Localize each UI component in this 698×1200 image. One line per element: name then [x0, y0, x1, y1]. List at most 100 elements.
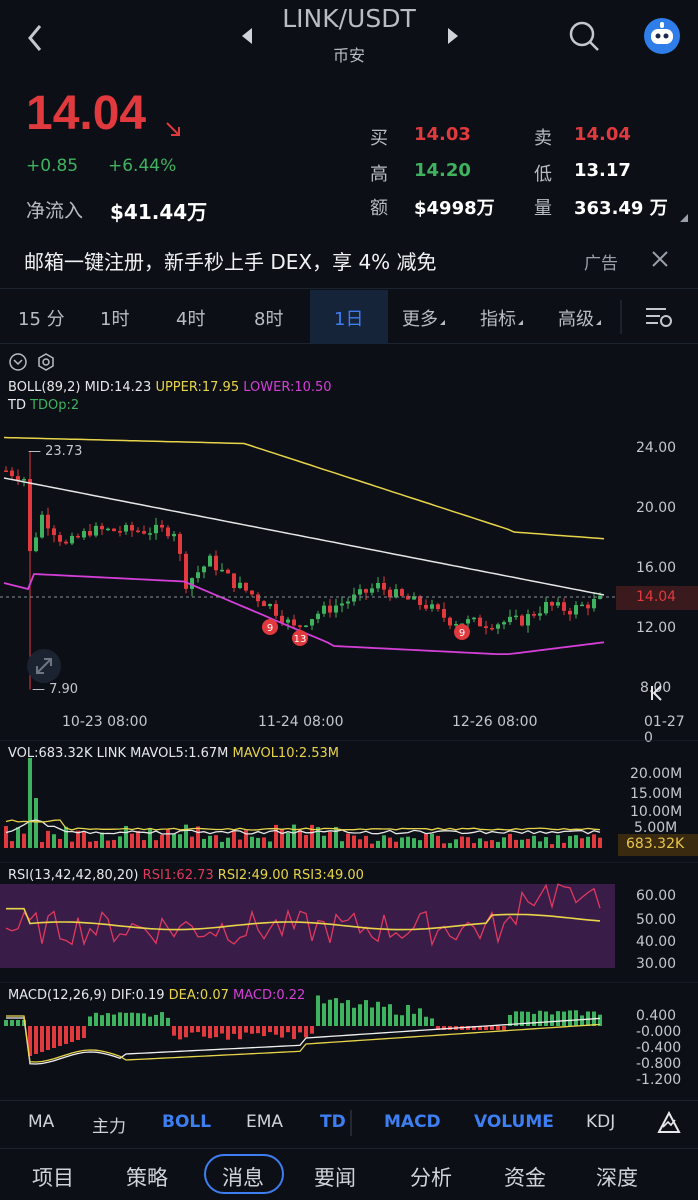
volume-bar [394, 841, 398, 848]
macd-bar [28, 1026, 32, 1056]
nav-news[interactable]: 要闻 [314, 1166, 356, 1190]
volume-bar [88, 841, 92, 848]
back-arrow-icon[interactable] [22, 18, 52, 58]
macd-bar [184, 1026, 188, 1038]
indicator-macd[interactable]: MACD [384, 1112, 441, 1132]
candle [118, 531, 122, 533]
td-mark-label: 9 [459, 628, 465, 639]
rsi-y-tick: 40.00 [636, 934, 677, 950]
macd-bar [466, 1026, 470, 1030]
tab-advanced[interactable]: 高级 [558, 305, 601, 331]
volume-chart[interactable] [0, 740, 698, 860]
volume-bar [280, 829, 284, 848]
search-icon[interactable] [566, 18, 602, 54]
nav-depth[interactable]: 深度 [596, 1166, 638, 1190]
tab-1d[interactable]: 1日 [334, 309, 364, 330]
macd-bar [550, 1014, 554, 1026]
indicator-td[interactable]: TD [320, 1112, 346, 1132]
macd-bar [346, 1000, 350, 1026]
nav-strategy[interactable]: 策略 [126, 1166, 168, 1190]
indicator-ema[interactable]: EMA [246, 1112, 284, 1132]
tab-1h[interactable]: 1时 [100, 309, 130, 330]
volume-bar [166, 828, 170, 848]
nav-messages[interactable]: 消息 [222, 1166, 264, 1190]
ad-text[interactable]: 邮箱一键注册，新手秒上手 DEX，享 4% 减免 [24, 250, 437, 274]
indicator-main-force[interactable]: 主力 [92, 1117, 126, 1137]
macd-bar [328, 999, 332, 1026]
fullscreen-icon[interactable] [26, 648, 62, 684]
volume-bar [58, 838, 62, 848]
prev-pair-icon[interactable] [240, 26, 256, 46]
indicator-volume[interactable]: VOLUME [474, 1112, 554, 1132]
assistant-bot-icon[interactable] [642, 16, 682, 56]
candle [178, 533, 182, 554]
macd-bar [370, 1007, 374, 1026]
candle [268, 604, 272, 607]
volume-bar [526, 838, 530, 848]
tab-15m[interactable]: 15 分 [18, 309, 65, 330]
high-value: 14.20 [414, 160, 471, 181]
volume-bar [178, 834, 182, 848]
netflow-label: 净流入 [26, 200, 84, 222]
candle [106, 528, 110, 531]
pair-title[interactable]: LINK/USDT [282, 4, 416, 33]
mavol5-line [5, 819, 601, 835]
tab-more[interactable]: 更多 [402, 305, 445, 331]
candle [70, 535, 74, 544]
volume-bar [382, 835, 386, 848]
macd-bar [154, 1014, 158, 1026]
volume-bar [520, 839, 524, 848]
volume-bar [358, 839, 362, 848]
collapse-icon[interactable] [8, 352, 28, 372]
macd-bar [112, 1014, 116, 1026]
td-mark-label: 9 [267, 623, 273, 634]
macd-bar [256, 1026, 260, 1034]
candle [196, 572, 200, 579]
volume-bar [586, 836, 590, 848]
rsi-chart[interactable] [0, 862, 698, 980]
candle [556, 602, 560, 606]
candle [184, 553, 188, 589]
macd-chart[interactable] [0, 982, 698, 1100]
chart-draw-icon[interactable] [656, 1110, 682, 1136]
volume-bar [580, 838, 584, 848]
macd-bar [166, 1017, 170, 1026]
volume-bar [466, 837, 470, 848]
macd-y-tick: -0.000 [636, 1024, 682, 1040]
volume-bar [400, 837, 404, 848]
next-pair-icon[interactable] [444, 26, 460, 46]
macd-y-tick: -0.800 [636, 1056, 682, 1072]
volume-bar [268, 841, 272, 848]
gear-icon[interactable] [36, 352, 56, 372]
tab-divider [620, 300, 622, 334]
indicator-kdj[interactable]: KDJ [586, 1112, 616, 1132]
tab-4h[interactable]: 4时 [176, 309, 206, 330]
candlestick-chart[interactable]: 9 13 9 [0, 344, 698, 744]
candle [376, 582, 380, 589]
macd-bar [484, 1026, 488, 1030]
mavol10-value: MAVOL10:2.53M [232, 746, 340, 761]
volume-bar [418, 840, 422, 848]
volume-bar [34, 798, 38, 848]
macd-bar [508, 1014, 512, 1026]
volume-bar [406, 836, 410, 848]
tab-indicators[interactable]: 指标 [480, 305, 523, 331]
nav-project[interactable]: 项目 [32, 1166, 74, 1190]
nav-analysis[interactable]: 分析 [410, 1166, 452, 1190]
volume-bar [196, 826, 200, 848]
expand-corner-icon[interactable] [680, 214, 688, 222]
indicator-ma[interactable]: MA [28, 1112, 55, 1132]
macd-bar [310, 1026, 314, 1034]
candle [142, 531, 146, 534]
macd-label: MACD(12,26,9) DIF:0.19 DEA:0.07 MACD:0.2… [8, 988, 305, 1003]
indicator-boll[interactable]: BOLL [162, 1112, 212, 1132]
scroll-to-latest-icon[interactable] [648, 684, 666, 702]
close-icon[interactable] [650, 248, 670, 270]
tab-8h[interactable]: 8时 [254, 309, 284, 330]
chart-settings-icon[interactable] [644, 304, 674, 330]
candle [346, 601, 350, 604]
high-label: 高 [370, 164, 388, 185]
amount-label: 额 [370, 198, 388, 219]
nav-funds[interactable]: 资金 [504, 1166, 546, 1190]
macd-bar [304, 1026, 308, 1038]
